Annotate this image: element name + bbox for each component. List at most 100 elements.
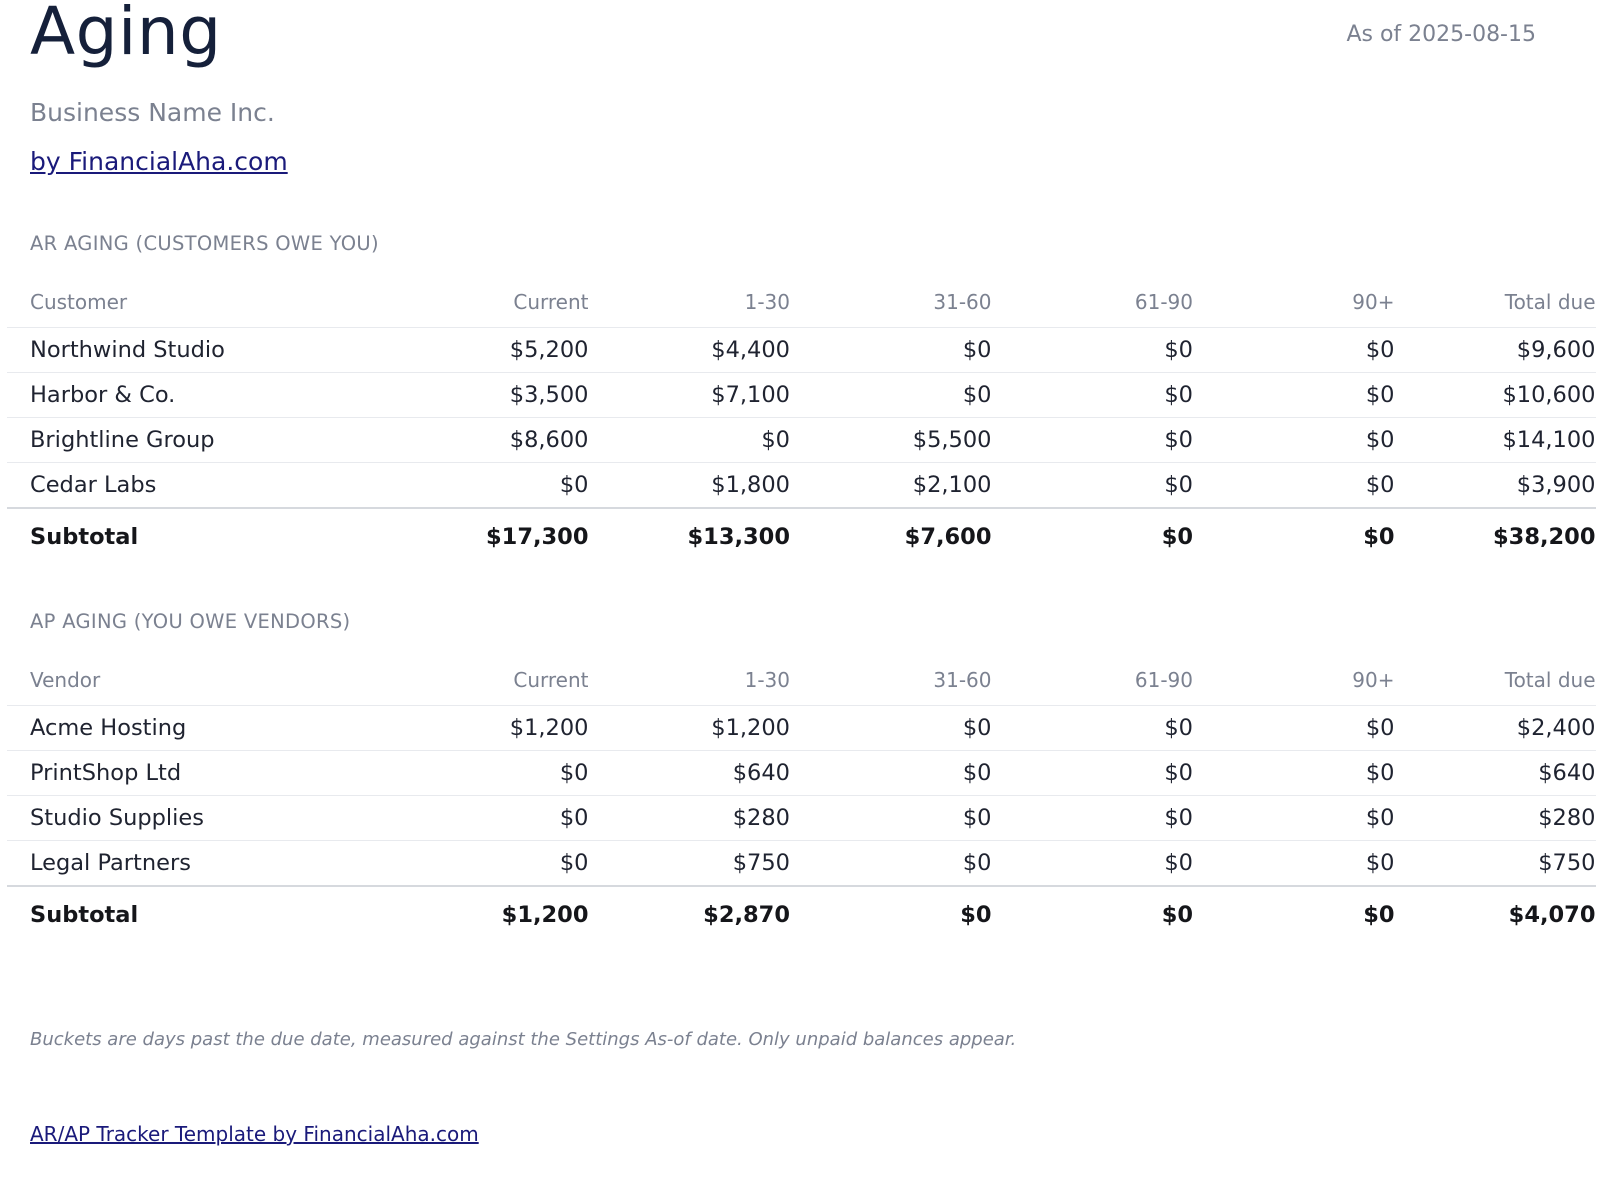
amount-current: $0 (387, 750, 589, 796)
column-header-90-plus: 90+ (1193, 277, 1395, 328)
amount-61-90: $0 (991, 327, 1193, 373)
vendor-name: Legal Partners (7, 840, 387, 887)
as-of-date: As of 2025-08-15 (1346, 22, 1536, 47)
amount-1-30: $7,100 (588, 372, 790, 418)
subtotal-total-due: $4,070 (1508, 901, 1596, 928)
vendor-name: Studio Supplies (7, 795, 387, 841)
column-header-1-30: 1-30 (588, 655, 790, 706)
subtotal-31-60: $7,600 (904, 523, 992, 550)
column-header-1-30: 1-30 (588, 277, 790, 328)
amount-total-due: $2,400 (1394, 705, 1596, 751)
brand-link[interactable]: by FinancialAha.com (30, 147, 288, 176)
subtotal-61-90: $0 (1161, 901, 1193, 928)
column-header-61-90: 61-90 (991, 655, 1193, 706)
amount-1-30: $640 (588, 750, 790, 796)
subtotal-1-30: $2,870 (703, 901, 790, 928)
column-header-current: Current (387, 277, 589, 328)
amount-current: $1,200 (387, 705, 589, 751)
subtotal-61-90: $0 (1161, 523, 1193, 550)
column-header-customer: Customer (7, 277, 387, 328)
amount-31-60: $5,500 (790, 417, 992, 463)
footer-link[interactable]: AR/AP Tracker Template by FinancialAha.c… (30, 1122, 479, 1146)
subtotal-90-plus: $0 (1363, 901, 1395, 928)
amount-1-30: $4,400 (588, 327, 790, 373)
subtotal-31-60: $0 (960, 901, 992, 928)
amount-total-due: $750 (1394, 840, 1596, 887)
table-row: Acme Hosting $1,200 $1,200 $0 $0 $0 $2,4… (7, 705, 1596, 751)
amount-total-due: $640 (1394, 750, 1596, 796)
ar-header-row: Customer Current 1-30 31-60 61-90 90+ To… (7, 277, 1596, 328)
ap-header-row: Vendor Current 1-30 31-60 61-90 90+ Tota… (7, 655, 1596, 706)
column-header-total-due: Total due (1394, 655, 1596, 706)
amount-61-90: $0 (991, 705, 1193, 751)
table-row: Harbor & Co. $3,500 $7,100 $0 $0 $0 $10,… (7, 372, 1596, 418)
amount-61-90: $0 (991, 750, 1193, 796)
subtotal-label: Subtotal (30, 523, 139, 550)
customer-name: Harbor & Co. (7, 372, 387, 418)
amount-total-due: $14,100 (1394, 417, 1596, 463)
column-header-31-60: 31-60 (790, 277, 992, 328)
amount-total-due: $3,900 (1394, 462, 1596, 509)
customer-name: Brightline Group (7, 417, 387, 463)
amount-61-90: $0 (991, 372, 1193, 418)
column-header-total-due: Total due (1394, 277, 1596, 328)
amount-31-60: $0 (790, 750, 992, 796)
amount-90-plus: $0 (1193, 327, 1395, 373)
subtotal-current: $1,200 (501, 901, 589, 928)
amount-61-90: $0 (991, 795, 1193, 841)
column-header-current: Current (387, 655, 589, 706)
subtotal-total-due: $38,200 (1493, 523, 1596, 550)
business-name: Business Name Inc. (30, 98, 275, 127)
amount-31-60: $0 (790, 327, 992, 373)
amount-31-60: $2,100 (790, 462, 992, 509)
amount-90-plus: $0 (1193, 417, 1395, 463)
amount-90-plus: $0 (1193, 462, 1395, 509)
vendor-name: PrintShop Ltd (7, 750, 387, 796)
amount-current: $0 (387, 795, 589, 841)
amount-current: $0 (387, 840, 589, 887)
customer-name: Northwind Studio (7, 327, 387, 373)
subtotal-1-30: $13,300 (687, 523, 790, 550)
amount-31-60: $0 (790, 840, 992, 887)
amount-31-60: $0 (790, 795, 992, 841)
table-row: PrintShop Ltd $0 $640 $0 $0 $0 $640 (7, 750, 1596, 796)
table-row: Cedar Labs $0 $1,800 $2,100 $0 $0 $3,900 (7, 462, 1596, 509)
amount-90-plus: $0 (1193, 750, 1395, 796)
ap-aging-table: Vendor Current 1-30 31-60 61-90 90+ Tota… (7, 655, 1596, 942)
amount-total-due: $9,600 (1394, 327, 1596, 373)
amount-90-plus: $0 (1193, 372, 1395, 418)
table-row: Northwind Studio $5,200 $4,400 $0 $0 $0 … (7, 327, 1596, 373)
table-row: Studio Supplies $0 $280 $0 $0 $0 $280 (7, 795, 1596, 841)
page-title: Aging (30, 0, 222, 70)
ar-section-title: AR AGING (CUSTOMERS OWE YOU) (30, 232, 379, 255)
amount-90-plus: $0 (1193, 705, 1395, 751)
amount-1-30: $1,200 (588, 705, 790, 751)
column-header-31-60: 31-60 (790, 655, 992, 706)
amount-current: $3,500 (387, 372, 589, 418)
amount-total-due: $280 (1394, 795, 1596, 841)
amount-current: $8,600 (387, 417, 589, 463)
amount-current: $0 (387, 462, 589, 509)
footnote: Buckets are days past the due date, meas… (30, 1029, 1017, 1050)
subtotal-label: Subtotal (30, 901, 139, 928)
customer-name: Cedar Labs (7, 462, 387, 509)
amount-90-plus: $0 (1193, 795, 1395, 841)
ap-subtotal-row: Subtotal $1,200 $2,870 $0 $0 $0 $4,070 (7, 886, 1596, 942)
ar-aging-table: Customer Current 1-30 31-60 61-90 90+ To… (7, 277, 1596, 564)
amount-1-30: $280 (588, 795, 790, 841)
amount-61-90: $0 (991, 840, 1193, 887)
amount-1-30: $0 (588, 417, 790, 463)
column-header-vendor: Vendor (7, 655, 387, 706)
amount-61-90: $0 (991, 417, 1193, 463)
vendor-name: Acme Hosting (7, 705, 387, 751)
column-header-90-plus: 90+ (1193, 655, 1395, 706)
amount-current: $5,200 (387, 327, 589, 373)
amount-61-90: $0 (991, 462, 1193, 509)
amount-31-60: $0 (790, 372, 992, 418)
column-header-61-90: 61-90 (991, 277, 1193, 328)
ar-subtotal-row: Subtotal $17,300 $13,300 $7,600 $0 $0 $3… (7, 508, 1596, 564)
ap-section-title: AP AGING (YOU OWE VENDORS) (30, 610, 351, 633)
amount-total-due: $10,600 (1394, 372, 1596, 418)
subtotal-90-plus: $0 (1363, 523, 1395, 550)
amount-1-30: $750 (588, 840, 790, 887)
